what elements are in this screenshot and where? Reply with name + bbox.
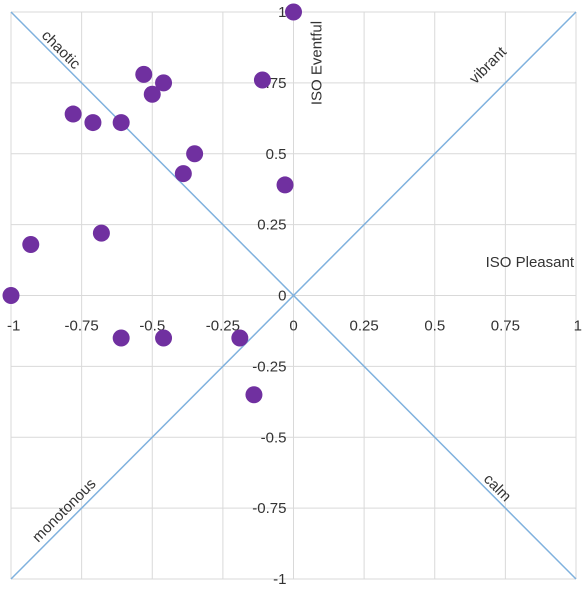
x-tick-label: -0.25 [206,318,240,335]
x-tick-label: -0.5 [139,318,165,335]
data-point [135,65,153,83]
x-tick-label: 0 [289,318,297,335]
data-point [143,85,161,103]
y-tick-label: -0.25 [252,358,286,375]
y-axis-label: ISO Eventful [309,21,326,105]
data-point [112,114,130,132]
data-points [2,3,302,404]
y-tick-label: 0 [278,288,286,305]
y-tick-label: -0.5 [261,429,287,446]
data-point [64,105,82,123]
diagonal-line-monotonous-vibrant [10,11,577,580]
annotation-labels: ISO Eventful ISO Pleasant chaotic vibran… [29,21,575,546]
data-point [276,176,294,194]
data-point [186,145,204,163]
data-point [174,165,192,183]
y-tick-label: 1 [278,4,286,21]
diagonal-lines [10,11,577,580]
y-tick-label: 0.5 [266,146,287,163]
x-tick-label: -0.75 [65,318,99,335]
data-point [22,235,40,253]
data-point [285,3,302,21]
y-tick-label: 0.25 [257,217,286,234]
data-point [245,386,263,404]
tick-labels: -1 -0.75 -0.5 -0.25 0 0.25 0.5 0.75 1 -1 -0.75 -0.5… [7,4,582,588]
x-tick-label: 0.5 [424,318,445,335]
x-tick-label: 0.25 [350,318,379,335]
chaotic-label: chaotic [38,27,84,73]
x-axis-label: ISO Pleasant [486,254,575,271]
data-point [112,329,130,347]
vibrant-label: vibrant [466,43,510,87]
data-point [84,114,102,132]
x-tick-label: 1 [574,318,582,335]
data-point [231,329,249,347]
data-point [155,74,173,92]
data-point [253,71,271,89]
data-point [155,329,173,347]
x-tick-label: -1 [7,318,20,335]
monotonous-label: monotonous [29,475,99,545]
y-tick-label: -1 [273,571,286,588]
x-tick-label: 0.75 [491,318,520,335]
data-point [2,287,20,304]
y-tick-label: -0.75 [252,500,286,517]
data-point [92,224,110,242]
